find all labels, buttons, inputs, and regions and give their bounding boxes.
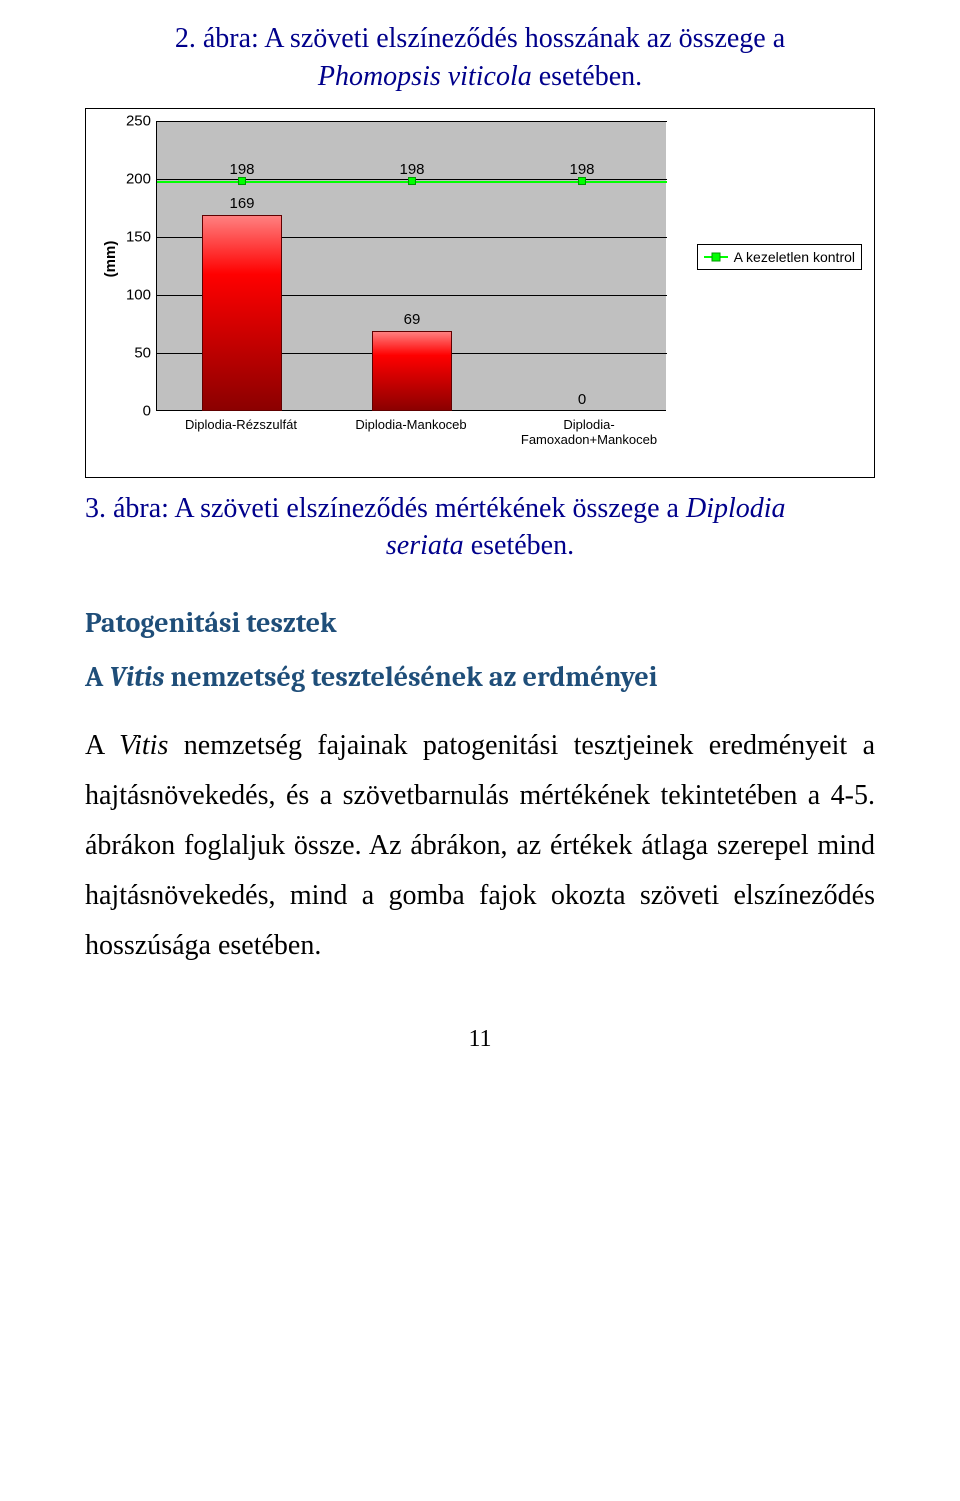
bar — [372, 331, 452, 411]
bar-value-label: 169 — [202, 195, 282, 212]
x-tick-label: Diplodia-Mankoceb — [346, 417, 476, 433]
chart-legend: A kezeletlen kontrol — [697, 244, 862, 270]
page-number: 11 — [85, 1026, 875, 1053]
figure-3-italic: Diplodia — [686, 493, 786, 524]
figure-2-species: Phomopsis viticola — [318, 61, 532, 92]
control-marker — [578, 177, 586, 185]
bar-value-label: 69 — [372, 311, 452, 328]
figure-3-caption: 3. ábra: A szöveti elszíneződés mértékén… — [85, 490, 875, 566]
control-marker — [238, 177, 246, 185]
plot-background: 198 198 198 169 69 0 — [156, 121, 666, 411]
control-value-label: 198 — [229, 161, 254, 178]
y-axis-label: (mm) — [102, 240, 119, 277]
legend-marker-icon — [704, 256, 728, 258]
body-text: A — [85, 730, 119, 761]
body-text: nemzetség fajainak patogenitási tesztjei… — [85, 730, 875, 960]
x-tick-label: Diplodia-Rézszulfát — [176, 417, 306, 433]
figure-3-center-italic: seriata — [386, 530, 464, 561]
y-tick-label: 0 — [111, 402, 151, 419]
control-value-label: 198 — [569, 161, 594, 178]
figure-3-center-rest: esetében. — [464, 530, 574, 561]
y-tick-label: 150 — [111, 228, 151, 245]
figure-2-line2-rest: esetében. — [532, 61, 642, 92]
x-tick-label: Diplodia- Famoxadon+Mankoceb — [514, 417, 664, 448]
subsection-heading: A Vitis nemzetség tesztelésének az erdmé… — [85, 661, 875, 693]
body-paragraph: A Vitis nemzetség fajainak patogenitási … — [85, 721, 875, 970]
subsection-italic: Vitis — [109, 661, 164, 693]
chart-plot-area: 198 198 198 169 69 0 0 50 100 150 200 25… — [156, 121, 666, 441]
body-italic: Vitis — [119, 730, 168, 761]
subsection-prefix: A — [85, 661, 109, 693]
control-value-label: 198 — [399, 161, 424, 178]
control-marker — [408, 177, 416, 185]
subsection-rest: nemzetség tesztelésének az erdményei — [164, 661, 657, 693]
y-tick-label: 200 — [111, 170, 151, 187]
section-heading: Patogenitási tesztek — [85, 607, 875, 639]
y-tick-label: 250 — [111, 112, 151, 129]
bar-value-label: 0 — [542, 391, 622, 408]
figure-3-prefix: 3. ábra: A szöveti elszíneződés mértékén… — [85, 493, 686, 524]
bar — [202, 215, 282, 411]
figure-2-caption: 2. ábra: A szöveti elszíneződés hosszána… — [85, 20, 875, 96]
chart-container: (mm) 198 198 198 169 69 0 — [85, 108, 875, 478]
y-tick-label: 100 — [111, 286, 151, 303]
legend-label: A kezeletlen kontrol — [734, 249, 855, 265]
y-tick-label: 50 — [111, 344, 151, 361]
gridline — [157, 121, 667, 122]
figure-2-line1: 2. ábra: A szöveti elszíneződés hosszána… — [175, 23, 785, 54]
